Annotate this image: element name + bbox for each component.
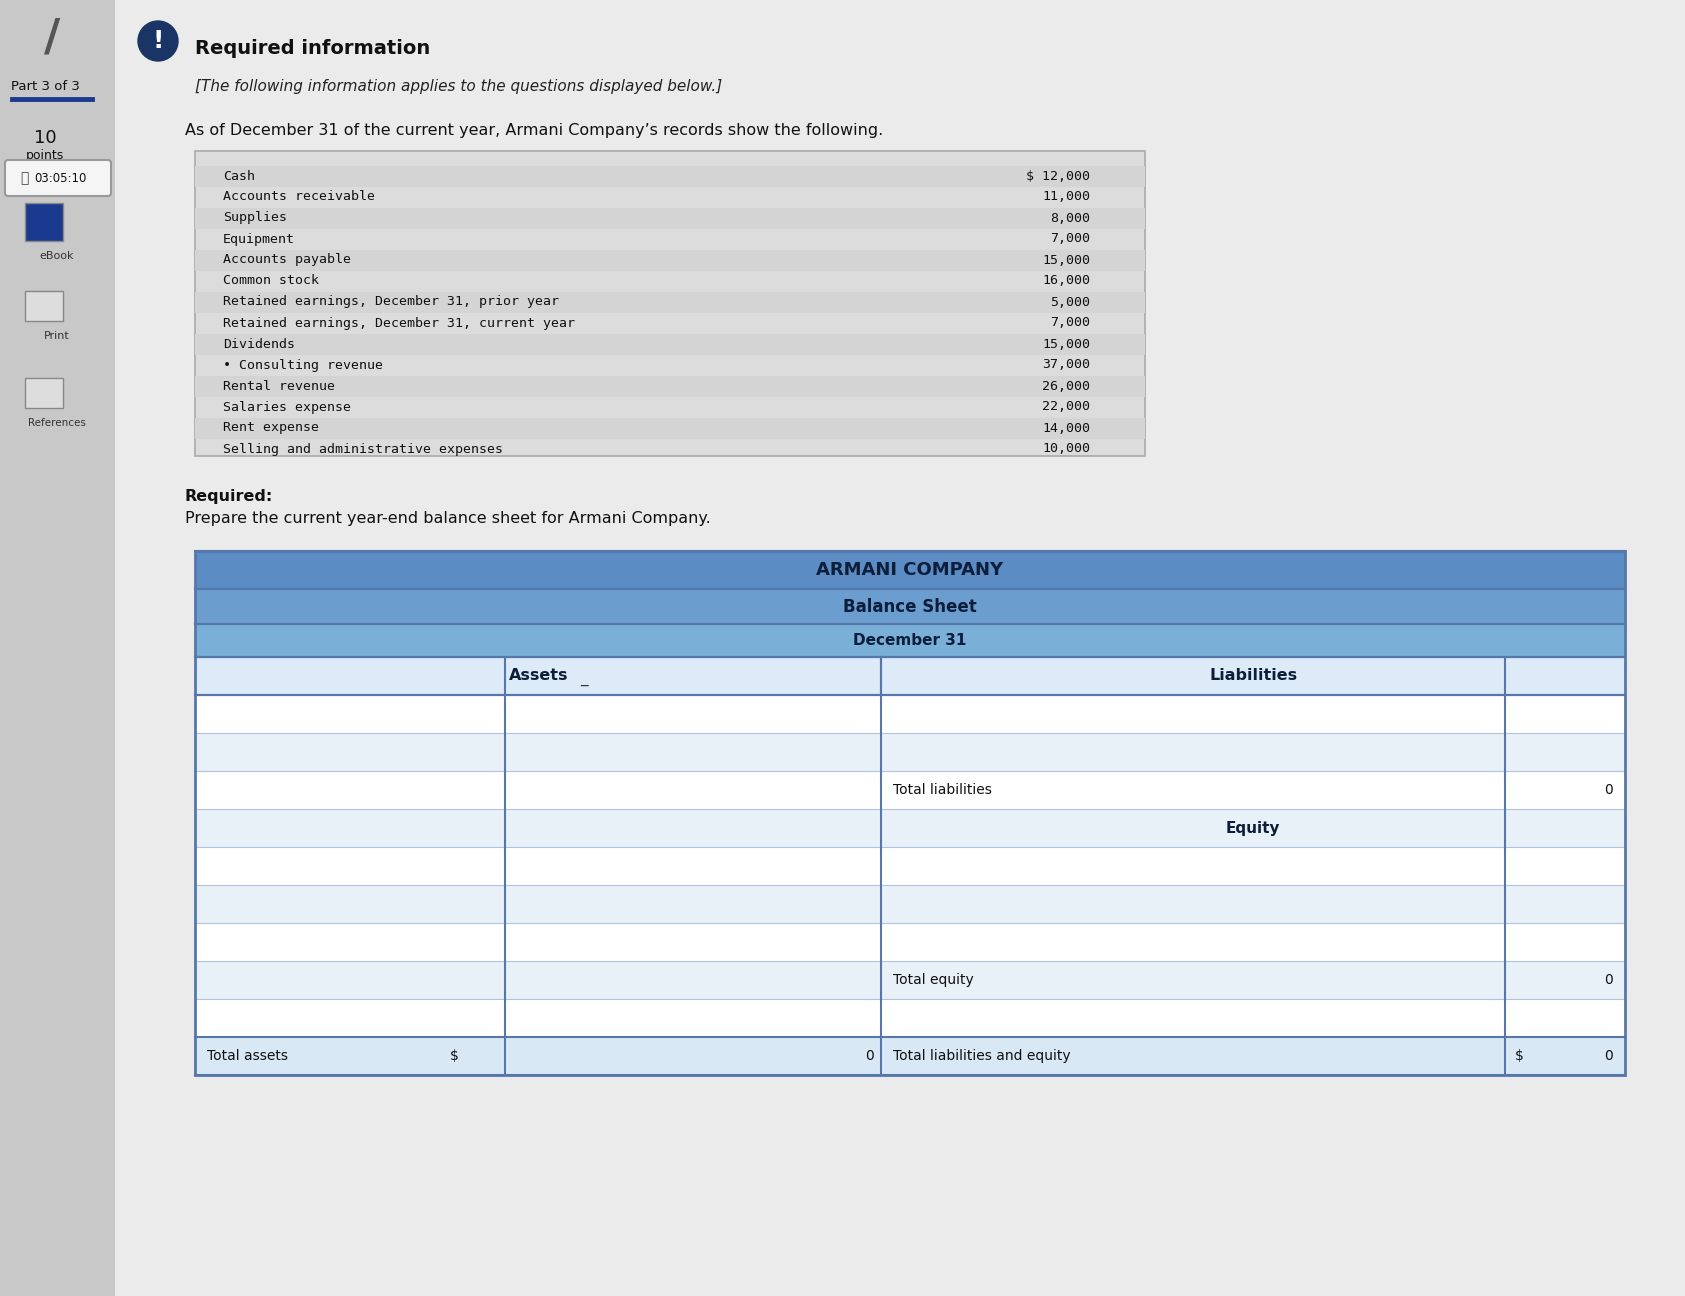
Bar [195,809,1624,848]
Bar [195,999,1624,1037]
Text: Liabilities: Liabilities [1210,669,1297,683]
Bar [195,623,1624,657]
Text: !: ! [152,29,163,53]
Text: 16,000: 16,000 [1041,275,1090,288]
Text: 10,000: 10,000 [1041,442,1090,455]
Text: Print: Print [44,330,69,341]
Text: Retained earnings, December 31, current year: Retained earnings, December 31, current … [222,316,575,329]
Bar [195,1037,1624,1074]
Text: Supplies: Supplies [222,211,286,224]
Text: Total equity: Total equity [893,973,974,988]
Text: [The following information applies to the questions displayed below.]: [The following information applies to th… [195,79,723,93]
Text: Dividends: Dividends [222,337,295,350]
Text: 15,000: 15,000 [1041,337,1090,350]
Bar [195,551,1624,1074]
Text: Cash: Cash [222,170,254,183]
Text: Selling and administrative expenses: Selling and administrative expenses [222,442,504,455]
Bar [195,292,1146,314]
Bar [25,203,62,241]
Text: _: _ [580,670,588,686]
Text: 26,000: 26,000 [1041,380,1090,393]
FancyBboxPatch shape [195,152,1146,456]
Text: Rental revenue: Rental revenue [222,380,335,393]
Text: 14,000: 14,000 [1041,421,1090,434]
Bar [195,588,1624,623]
Bar [195,334,1146,355]
Bar [195,734,1624,771]
Text: points: points [25,149,64,162]
Text: $ 12,000: $ 12,000 [1026,170,1090,183]
Text: Assets: Assets [509,669,568,683]
Text: 0: 0 [1604,973,1613,988]
Text: Required information: Required information [195,39,430,57]
Text: 22,000: 22,000 [1041,400,1090,413]
Text: 10: 10 [34,130,56,146]
Bar [195,695,1624,734]
Text: 7,000: 7,000 [1050,316,1090,329]
Bar [195,207,1146,229]
Text: Common stock: Common stock [222,275,318,288]
Text: 7,000: 7,000 [1050,232,1090,245]
Text: Balance Sheet: Balance Sheet [842,597,977,616]
Text: $: $ [1515,1048,1523,1063]
Text: 0: 0 [864,1048,873,1063]
Bar [195,848,1624,885]
Text: Equipment: Equipment [222,232,295,245]
Text: 5,000: 5,000 [1050,295,1090,308]
Text: ARMANI COMPANY: ARMANI COMPANY [817,561,1004,579]
Text: 37,000: 37,000 [1041,359,1090,372]
Text: References: References [29,419,86,428]
Text: Equity: Equity [1227,820,1281,836]
Text: Total liabilities and equity: Total liabilities and equity [893,1048,1072,1063]
Bar [195,551,1624,588]
Text: • Consulting revenue: • Consulting revenue [222,359,382,372]
Text: Salaries expense: Salaries expense [222,400,350,413]
Text: Part 3 of 3: Part 3 of 3 [10,79,79,92]
Text: Rent expense: Rent expense [222,421,318,434]
Bar [195,885,1624,923]
Text: Total assets: Total assets [207,1048,288,1063]
Bar [195,923,1624,962]
Text: 11,000: 11,000 [1041,191,1090,203]
Text: /: / [44,17,61,60]
Bar [25,292,62,321]
Text: Total liabilities: Total liabilities [893,783,992,797]
Text: As of December 31 of the current year, Armani Company’s records show the followi: As of December 31 of the current year, A… [185,123,883,139]
Text: Required:: Required: [185,489,273,504]
Text: Retained earnings, December 31, prior year: Retained earnings, December 31, prior ye… [222,295,559,308]
Text: eBook: eBook [40,251,74,260]
Text: December 31: December 31 [853,632,967,648]
Circle shape [138,21,179,61]
Text: Prepare the current year-end balance sheet for Armani Company.: Prepare the current year-end balance she… [185,511,711,525]
Bar [195,1037,1624,1074]
Bar [195,376,1146,397]
Bar [195,250,1146,271]
Text: 03:05:10: 03:05:10 [34,171,86,184]
Bar [195,962,1624,999]
Text: $: $ [450,1048,458,1063]
Text: Accounts receivable: Accounts receivable [222,191,376,203]
Bar [0,0,115,1296]
Text: ⧗: ⧗ [20,171,29,185]
Bar [195,771,1624,809]
Bar [25,378,62,408]
Bar [195,419,1146,439]
Bar [195,657,1624,695]
Text: 0: 0 [1604,783,1613,797]
Text: 8,000: 8,000 [1050,211,1090,224]
Bar [195,166,1146,187]
FancyBboxPatch shape [5,159,111,196]
Text: 15,000: 15,000 [1041,254,1090,267]
Text: Accounts payable: Accounts payable [222,254,350,267]
Text: 0: 0 [1604,1048,1613,1063]
